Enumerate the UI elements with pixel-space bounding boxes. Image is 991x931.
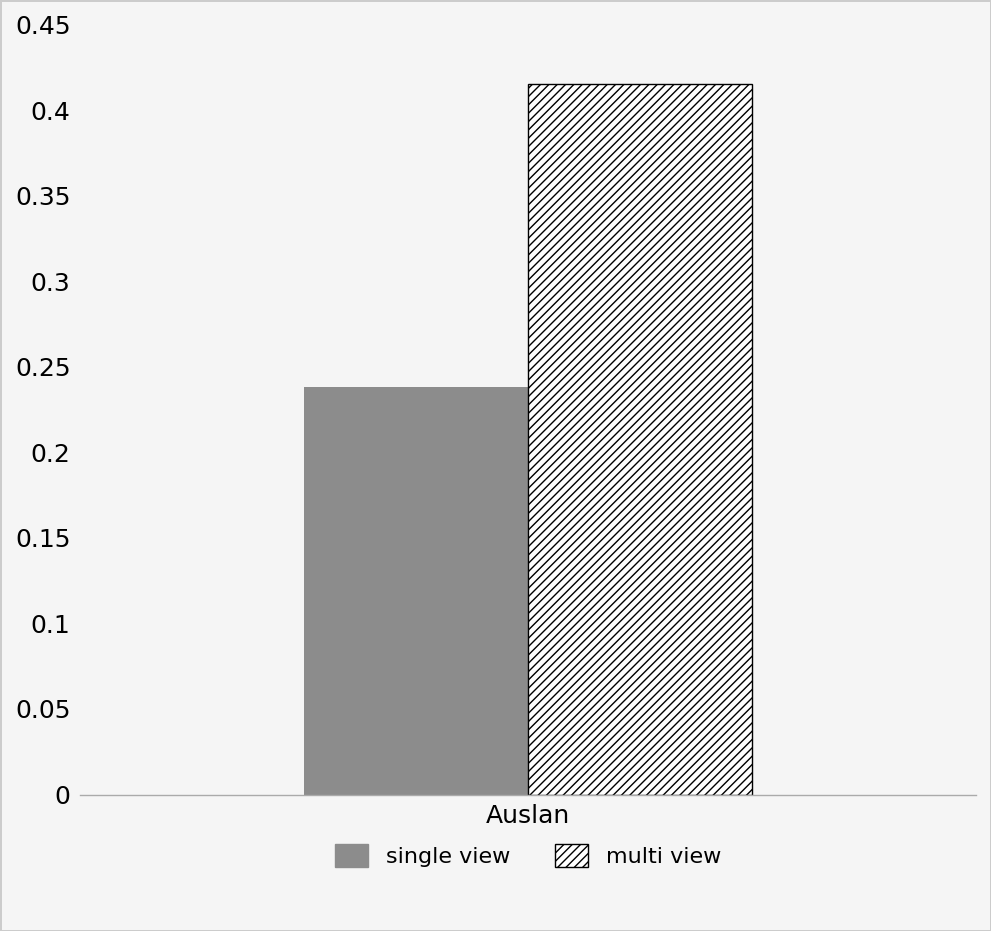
- Bar: [528, 85, 752, 794]
- Bar: [304, 387, 528, 794]
- Legend: single view, multi view: single view, multi view: [326, 835, 730, 876]
